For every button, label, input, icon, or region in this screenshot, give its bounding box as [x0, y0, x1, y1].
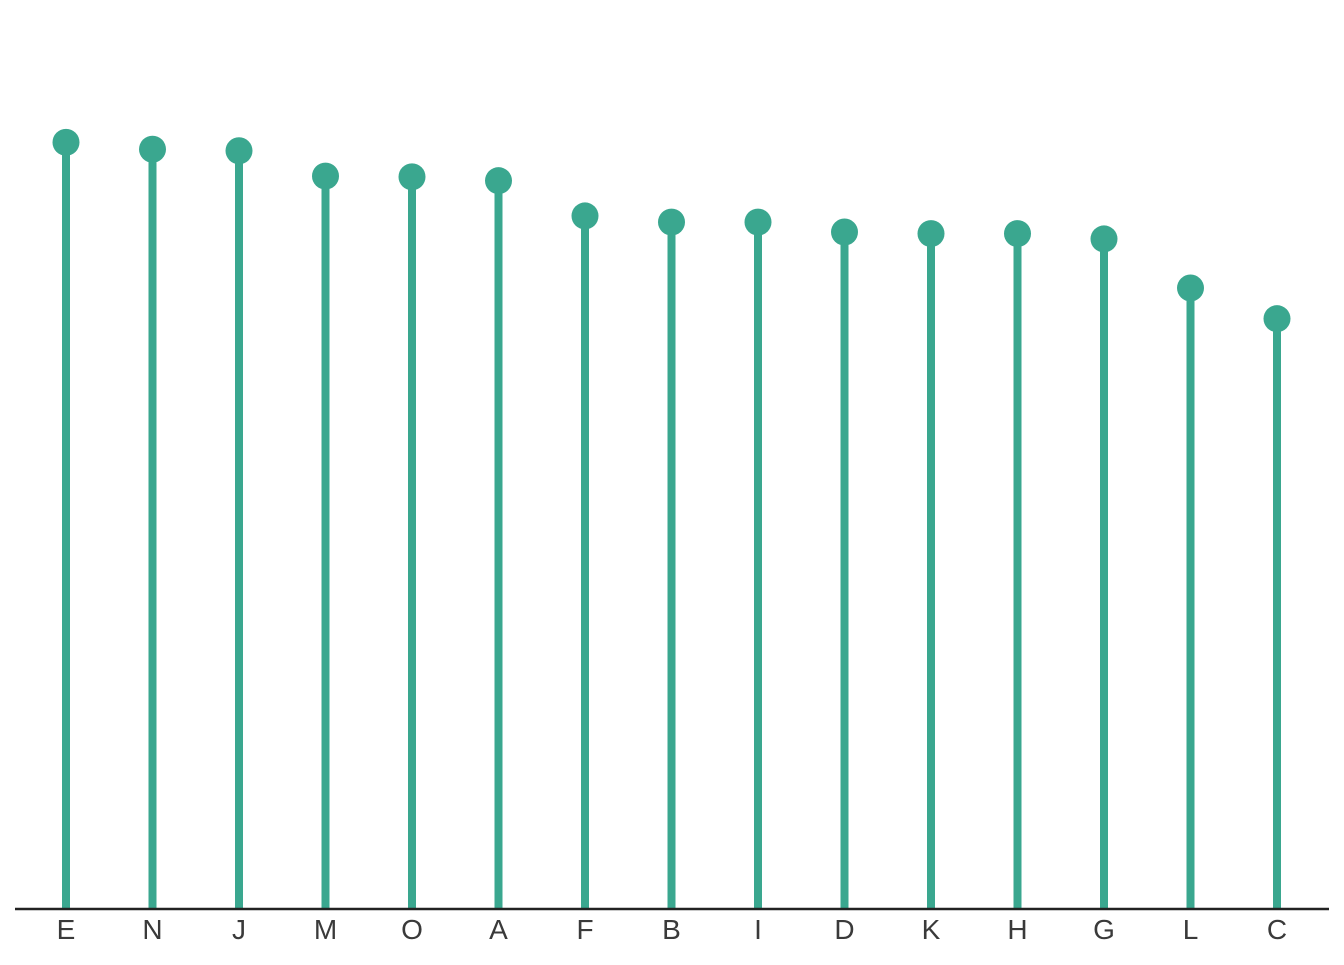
x-tick-label-I: I — [754, 914, 762, 945]
marker-M — [312, 162, 339, 190]
x-tick-label-E: E — [57, 914, 76, 945]
marker-D — [831, 218, 858, 246]
x-tick-label-B: B — [662, 914, 681, 945]
x-tick-label-D: D — [834, 914, 854, 945]
x-tick-label-H: H — [1007, 914, 1027, 945]
x-tick-label-M: M — [314, 914, 337, 945]
marker-L — [1177, 274, 1204, 302]
marker-C — [1263, 305, 1291, 333]
x-tick-label-K: K — [922, 914, 941, 945]
marker-G — [1090, 225, 1118, 253]
marker-B — [658, 208, 685, 236]
markers-group — [52, 128, 1291, 333]
marker-N — [139, 135, 166, 163]
x-tick-label-N: N — [142, 914, 162, 945]
marker-A — [485, 167, 512, 195]
marker-O — [398, 163, 426, 191]
x-tick-label-A: A — [489, 914, 508, 945]
x-tick-label-O: O — [401, 914, 423, 945]
marker-H — [1004, 220, 1031, 248]
marker-K — [917, 220, 945, 248]
x-tick-label-F: F — [576, 914, 593, 945]
x-tick-label-J: J — [232, 914, 246, 945]
marker-F — [571, 202, 599, 230]
x-tick-label-L: L — [1183, 914, 1199, 945]
stems-group — [62, 142, 1281, 909]
marker-E — [52, 128, 80, 156]
x-tick-label-C: C — [1267, 914, 1287, 945]
marker-J — [225, 137, 253, 165]
marker-I — [744, 208, 772, 236]
x-tick-label-G: G — [1093, 914, 1115, 945]
